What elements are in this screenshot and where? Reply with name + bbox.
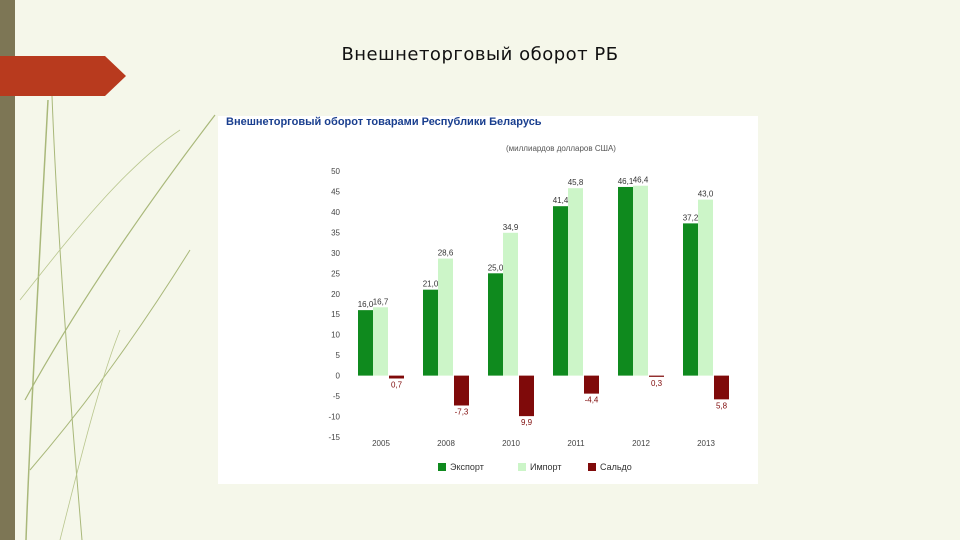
legend-swatch-saldo xyxy=(588,463,596,471)
bar-экспорт-2010 xyxy=(488,273,503,376)
y-tick-label: -10 xyxy=(328,413,340,422)
data-label: 37,2 xyxy=(683,213,699,222)
bar-сальдо-2013 xyxy=(714,375,729,400)
y-tick-label: 5 xyxy=(336,351,341,360)
bar-импорт-2005 xyxy=(373,307,388,376)
chart-title: Внешнеторговый оборот товарами Республик… xyxy=(226,116,542,128)
legend-label-export: Экспорт xyxy=(450,462,484,472)
data-label: 45,8 xyxy=(568,178,584,187)
legend-label-import: Импорт xyxy=(530,462,562,472)
left-decor-strip xyxy=(0,0,15,540)
y-tick-label: 50 xyxy=(331,167,340,176)
bar-сальдо-2011 xyxy=(584,375,599,394)
y-tick-label: 30 xyxy=(331,249,340,258)
data-label: 43,0 xyxy=(698,190,714,199)
bar-импорт-2010 xyxy=(503,232,518,376)
bar-экспорт-2013 xyxy=(683,223,698,376)
bar-экспорт-2008 xyxy=(423,289,438,376)
data-label: -4,4 xyxy=(585,396,599,405)
y-tick-label: 25 xyxy=(331,269,340,278)
data-label: 25,0 xyxy=(488,263,504,272)
bar-экспорт-2011 xyxy=(553,206,568,376)
bar-импорт-2008 xyxy=(438,258,453,376)
legend-label-saldo: Сальдо xyxy=(600,462,632,472)
x-tick-label: 2010 xyxy=(502,439,520,448)
bar-сальдо-2005 xyxy=(389,375,404,379)
chart-subtitle: (миллиардов долларов США) xyxy=(506,144,616,153)
data-label: 21,0 xyxy=(423,280,439,289)
data-label: 41,4 xyxy=(553,196,569,205)
legend-item-export: Экспорт xyxy=(438,462,484,472)
y-tick-label: 40 xyxy=(331,208,340,217)
bar-импорт-2011 xyxy=(568,188,583,376)
bar-сальдо-2008 xyxy=(454,375,469,406)
data-label: -7,3 xyxy=(455,407,469,416)
y-tick-label: 10 xyxy=(331,331,340,340)
y-tick-label: 35 xyxy=(331,228,340,237)
data-label: 16,7 xyxy=(373,297,389,306)
x-tick-label: 2005 xyxy=(372,439,390,448)
bar-экспорт-2005 xyxy=(358,310,373,376)
chart-panel: Внешнеторговый оборот товарами Республик… xyxy=(218,116,758,484)
bar-сальдо-2010 xyxy=(519,375,534,417)
data-label: 46,4 xyxy=(633,176,649,185)
y-tick-label: -15 xyxy=(328,433,340,442)
data-label: 5,8 xyxy=(716,401,728,410)
bar-импорт-2013 xyxy=(698,199,713,376)
x-tick-label: 2012 xyxy=(632,439,650,448)
legend-swatch-export xyxy=(438,463,446,471)
legend-item-saldo: Сальдо xyxy=(588,462,632,472)
data-label: 16,0 xyxy=(358,300,374,309)
y-tick-label: 0 xyxy=(336,372,341,381)
data-label: 9,9 xyxy=(521,418,533,427)
bar-сальдо-2012 xyxy=(649,375,664,377)
y-tick-label: -5 xyxy=(333,392,341,401)
title-arrow-icon xyxy=(0,56,126,96)
legend-item-import: Импорт xyxy=(518,462,561,472)
legend-swatch-import xyxy=(518,463,526,471)
data-label: 34,9 xyxy=(503,223,519,232)
bar-импорт-2012 xyxy=(633,185,648,376)
bar-экспорт-2012 xyxy=(618,186,633,376)
decorative-lines xyxy=(19,95,216,540)
slide-title: Внешнеторговый оборот РБ xyxy=(341,44,619,65)
y-tick-label: 15 xyxy=(331,310,340,319)
data-label: 0,7 xyxy=(391,380,403,389)
y-tick-label: 45 xyxy=(331,187,340,196)
data-label: 28,6 xyxy=(438,249,454,258)
data-label: 46,1 xyxy=(618,177,634,186)
x-tick-label: 2008 xyxy=(437,439,455,448)
data-label: 0,3 xyxy=(651,379,663,388)
x-tick-label: 2011 xyxy=(567,439,585,448)
y-tick-label: 20 xyxy=(331,290,340,299)
x-tick-label: 2013 xyxy=(697,439,715,448)
